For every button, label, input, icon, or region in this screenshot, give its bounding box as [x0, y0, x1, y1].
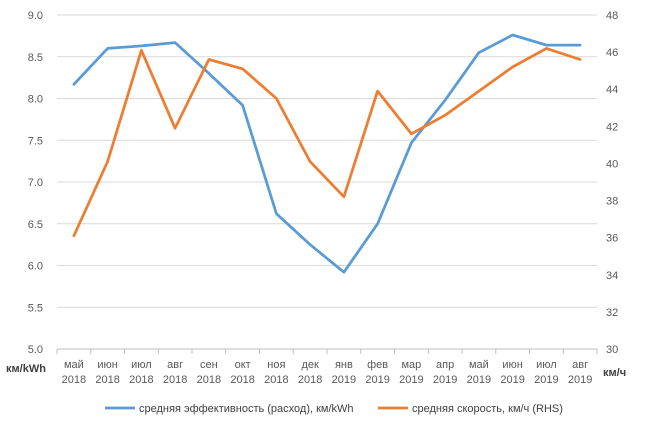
x-tick-month: янв [335, 359, 353, 371]
right-tick-label: 42 [606, 121, 618, 133]
left-tick-label: 5.0 [28, 344, 43, 356]
x-tick-month: июн [97, 359, 117, 371]
x-tick-month: апр [436, 359, 454, 371]
left-tick-label: 8.5 [28, 52, 43, 64]
x-tick-month: ноя [267, 359, 285, 371]
x-tick-month: июн [502, 359, 522, 371]
series-line-1 [72, 47, 582, 238]
x-tick-year: 2019 [399, 374, 423, 386]
x-tick-year: 2019 [467, 374, 491, 386]
left-tick-label: 6.5 [28, 219, 43, 231]
x-tick-month: мар [401, 359, 421, 371]
legend-label: средняя скорость, км/ч (RHS) [412, 403, 563, 415]
series-lines [72, 33, 582, 274]
legend: средняя эффективность (расход), км/kWh ср… [105, 403, 563, 415]
x-tick-month: июл [536, 359, 557, 371]
x-tick-month: авг [167, 359, 183, 371]
x-tick-year: 2018 [230, 374, 254, 386]
left-tick-label: 6.0 [28, 261, 43, 273]
right-axis-unit-label: км/ч [603, 367, 626, 379]
x-tick-year: 2018 [197, 374, 221, 386]
x-tick-month: фев [367, 359, 388, 371]
left-tick-label: 7.0 [28, 177, 43, 189]
x-tick-year: 2018 [62, 374, 86, 386]
x-tick-year: 2018 [129, 374, 153, 386]
x-tick-year: 2018 [298, 374, 322, 386]
x-tick-month: авг [572, 359, 588, 371]
gridlines [57, 14, 597, 350]
right-tick-label: 48 [606, 10, 618, 22]
x-tick-month: дек [301, 359, 319, 371]
left-tick-label: 8.0 [28, 94, 43, 106]
right-tick-label: 32 [606, 307, 618, 319]
right-tick-label: 36 [606, 233, 618, 245]
right-tick-label: 46 [606, 47, 618, 59]
right-tick-label: 34 [606, 270, 618, 282]
x-tick-year: 2018 [163, 374, 187, 386]
left-axis-unit-label: км/kWh [6, 363, 46, 375]
x-tick-year: 2019 [332, 374, 356, 386]
x-tick-month: июл [131, 359, 152, 371]
x-tick-year: 2019 [534, 374, 558, 386]
x-axis-ticks: май 2018 июн 2018 июл 2018 авг 2018 сен 2018 окт 20… [56, 349, 598, 386]
x-tick-year: 2019 [365, 374, 389, 386]
right-axis-ticks: 30 32 34 36 38 40 42 44 46 48 [606, 10, 618, 356]
left-tick-label: 5.5 [28, 302, 43, 314]
left-axis-ticks: 5.0 5.5 6.0 6.5 7.0 7.5 8.0 8.5 9.0 [28, 10, 43, 356]
right-tick-label: 40 [606, 158, 618, 170]
series-line-0 [72, 33, 582, 274]
right-tick-label: 30 [606, 344, 618, 356]
x-tick-month: май [64, 359, 84, 371]
left-tick-label: 7.5 [28, 135, 43, 147]
x-tick-year: 2019 [500, 374, 524, 386]
right-tick-label: 38 [606, 196, 618, 208]
x-tick-year: 2019 [433, 374, 457, 386]
x-tick-year: 2019 [568, 374, 592, 386]
left-tick-label: 9.0 [28, 10, 43, 22]
right-tick-label: 44 [606, 84, 618, 96]
x-tick-year: 2018 [95, 374, 119, 386]
x-tick-month: май [469, 359, 489, 371]
x-tick-year: 2018 [264, 374, 288, 386]
x-tick-month: окт [235, 359, 251, 371]
legend-label: средняя эффективность (расход), км/kWh [139, 403, 354, 415]
x-tick-month: сен [200, 359, 218, 371]
